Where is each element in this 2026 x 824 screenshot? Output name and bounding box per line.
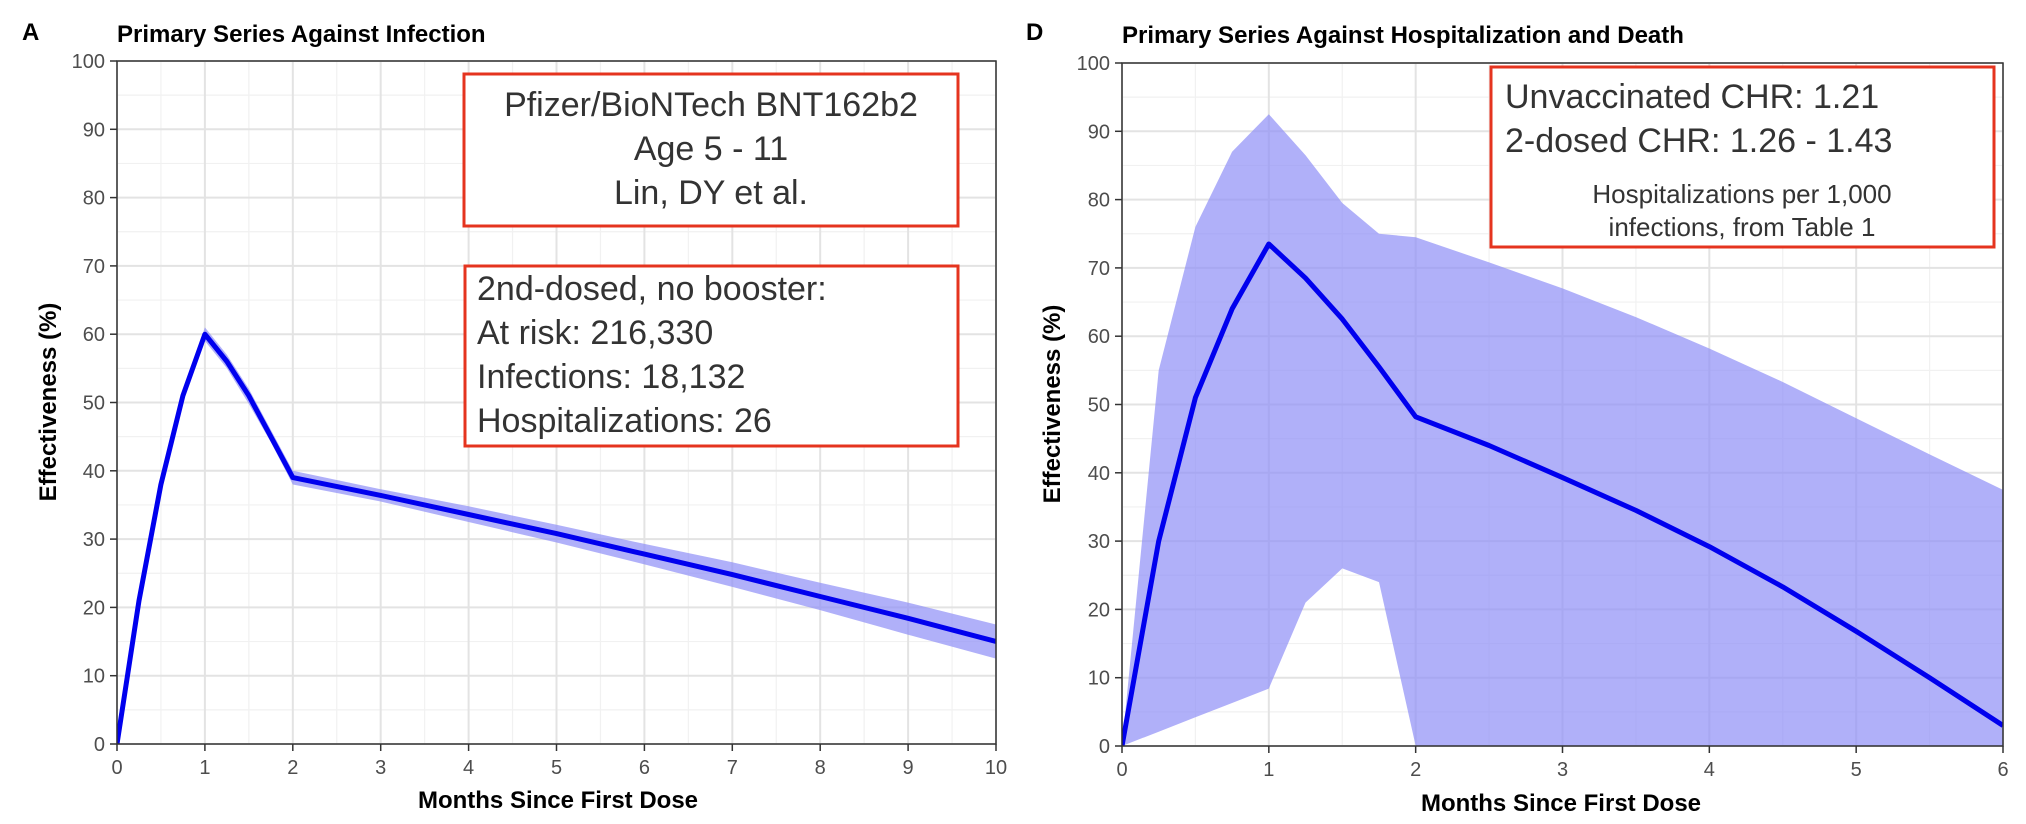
y-tick-label: 40 [1088,463,1110,485]
y-tick-label: 90 [83,119,105,141]
y-tick-label: 90 [1088,121,1110,143]
x-tick-label: 8 [815,757,826,779]
y-tick-label: 70 [83,256,105,278]
annotation-line: At risk: 216,330 [477,314,713,352]
x-tick-label: 9 [903,757,914,779]
annotation-line: Unvaccinated CHR: 1.21 [1505,78,1879,116]
y-tick-label: 50 [83,393,105,415]
x-tick-label: 2 [1410,759,1421,781]
cohort-annotation-box: 2nd-dosed, no booster: At risk: 216,330 … [463,264,960,448]
chart-title: Primary Series Against Hospitalization a… [1122,22,1684,49]
x-tick-label: 10 [985,757,1007,779]
y-tick-label: 100 [72,51,105,73]
y-tick-label: 70 [1088,258,1110,280]
effectiveness-line [117,331,996,744]
annotation-line: 2nd-dosed, no booster: [477,270,827,308]
y-tick-label: 0 [94,734,105,756]
x-tick-label: 1 [199,757,210,779]
x-axis-label: Months Since First Dose [1421,790,1701,817]
x-tick-label: 0 [111,757,122,779]
y-axis-label: Effectiveness (%) [35,303,62,502]
x-tick-label: 6 [639,757,650,779]
x-tick-label: 4 [463,757,474,779]
x-tick-label: 1 [1263,759,1274,781]
x-tick-label: 2 [287,757,298,779]
annotation-line: 2-dosed CHR: 1.26 - 1.43 [1505,122,1892,160]
y-tick-label: 30 [83,529,105,551]
chr-annotation-box: Unvaccinated CHR: 1.21 2-dosed CHR: 1.26… [1489,65,1996,249]
x-axis-label: Months Since First Dose [418,787,698,814]
panel-letter: D [1026,19,1043,46]
x-tick-label: 0 [1116,759,1127,781]
source-annotation-box: Pfizer/BioNTech BNT162b2 Age 5 - 11 Lin,… [462,72,960,228]
y-tick-label: 20 [1088,599,1110,621]
panel-a: A Primary Series Against Infection 0 1 2 3 4… [22,19,1007,814]
y-tick-label: 80 [83,188,105,210]
chart-title: Primary Series Against Infection [117,21,486,48]
x-tick-label: 7 [727,757,738,779]
y-tick-label: 0 [1099,736,1110,758]
panel-d: D Primary Series Against Hospitalization… [1026,19,2009,817]
y-tick-label: 60 [1088,326,1110,348]
annotation-line: Hospitalizations: 26 [477,402,772,440]
y-tick-label: 30 [1088,531,1110,553]
y-tick-label: 10 [83,666,105,688]
x-tick-label: 6 [1997,759,2008,781]
y-tick-label: 60 [83,324,105,346]
annotation-line: Pfizer/BioNTech BNT162b2 [504,86,918,124]
y-axis-label: Effectiveness (%) [1039,305,1066,504]
y-tick-label: 20 [83,597,105,619]
y-tick-label: 100 [1077,53,1110,75]
annotation-line: Infections: 18,132 [477,358,745,396]
y-tick-label: 80 [1088,190,1110,212]
x-tick-label: 3 [1557,759,1568,781]
annotation-line: Age 5 - 11 [634,130,788,168]
y-tick-label: 50 [1088,395,1110,417]
annotation-subline: Hospitalizations per 1,000 [1592,179,1891,209]
x-tick-label: 5 [551,757,562,779]
annotation-subline: infections, from Table 1 [1609,212,1876,242]
y-tick-label: 10 [1088,668,1110,690]
x-tick-label: 3 [375,757,386,779]
effectiveness-line [1122,241,2003,746]
annotation-line: Lin, DY et al. [614,174,808,212]
x-tick-label: 4 [1704,759,1715,781]
y-tick-label: 40 [83,461,105,483]
x-tick-label: 5 [1851,759,1862,781]
panel-letter: A [22,19,39,46]
